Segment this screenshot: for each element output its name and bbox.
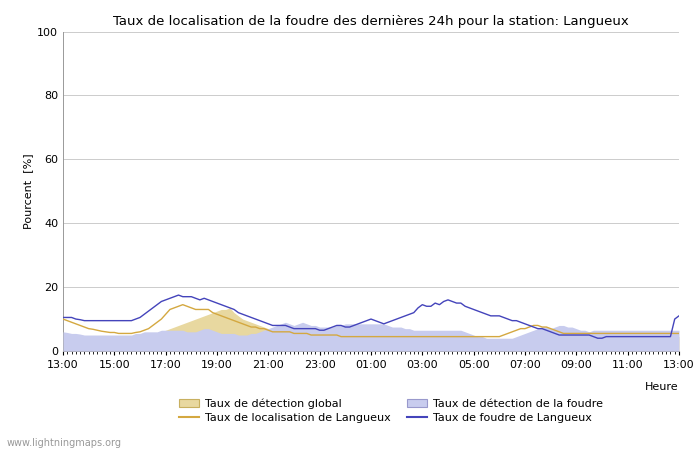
Legend: Taux de détection global, Taux de localisation de Langueux, Taux de détection de: Taux de détection global, Taux de locali… (179, 398, 603, 423)
Text: Heure: Heure (645, 382, 679, 392)
Text: www.lightningmaps.org: www.lightningmaps.org (7, 438, 122, 448)
Title: Taux de localisation de la foudre des dernières 24h pour la station: Langueux: Taux de localisation de la foudre des de… (113, 14, 629, 27)
Y-axis label: Pourcent  [%]: Pourcent [%] (23, 153, 33, 229)
